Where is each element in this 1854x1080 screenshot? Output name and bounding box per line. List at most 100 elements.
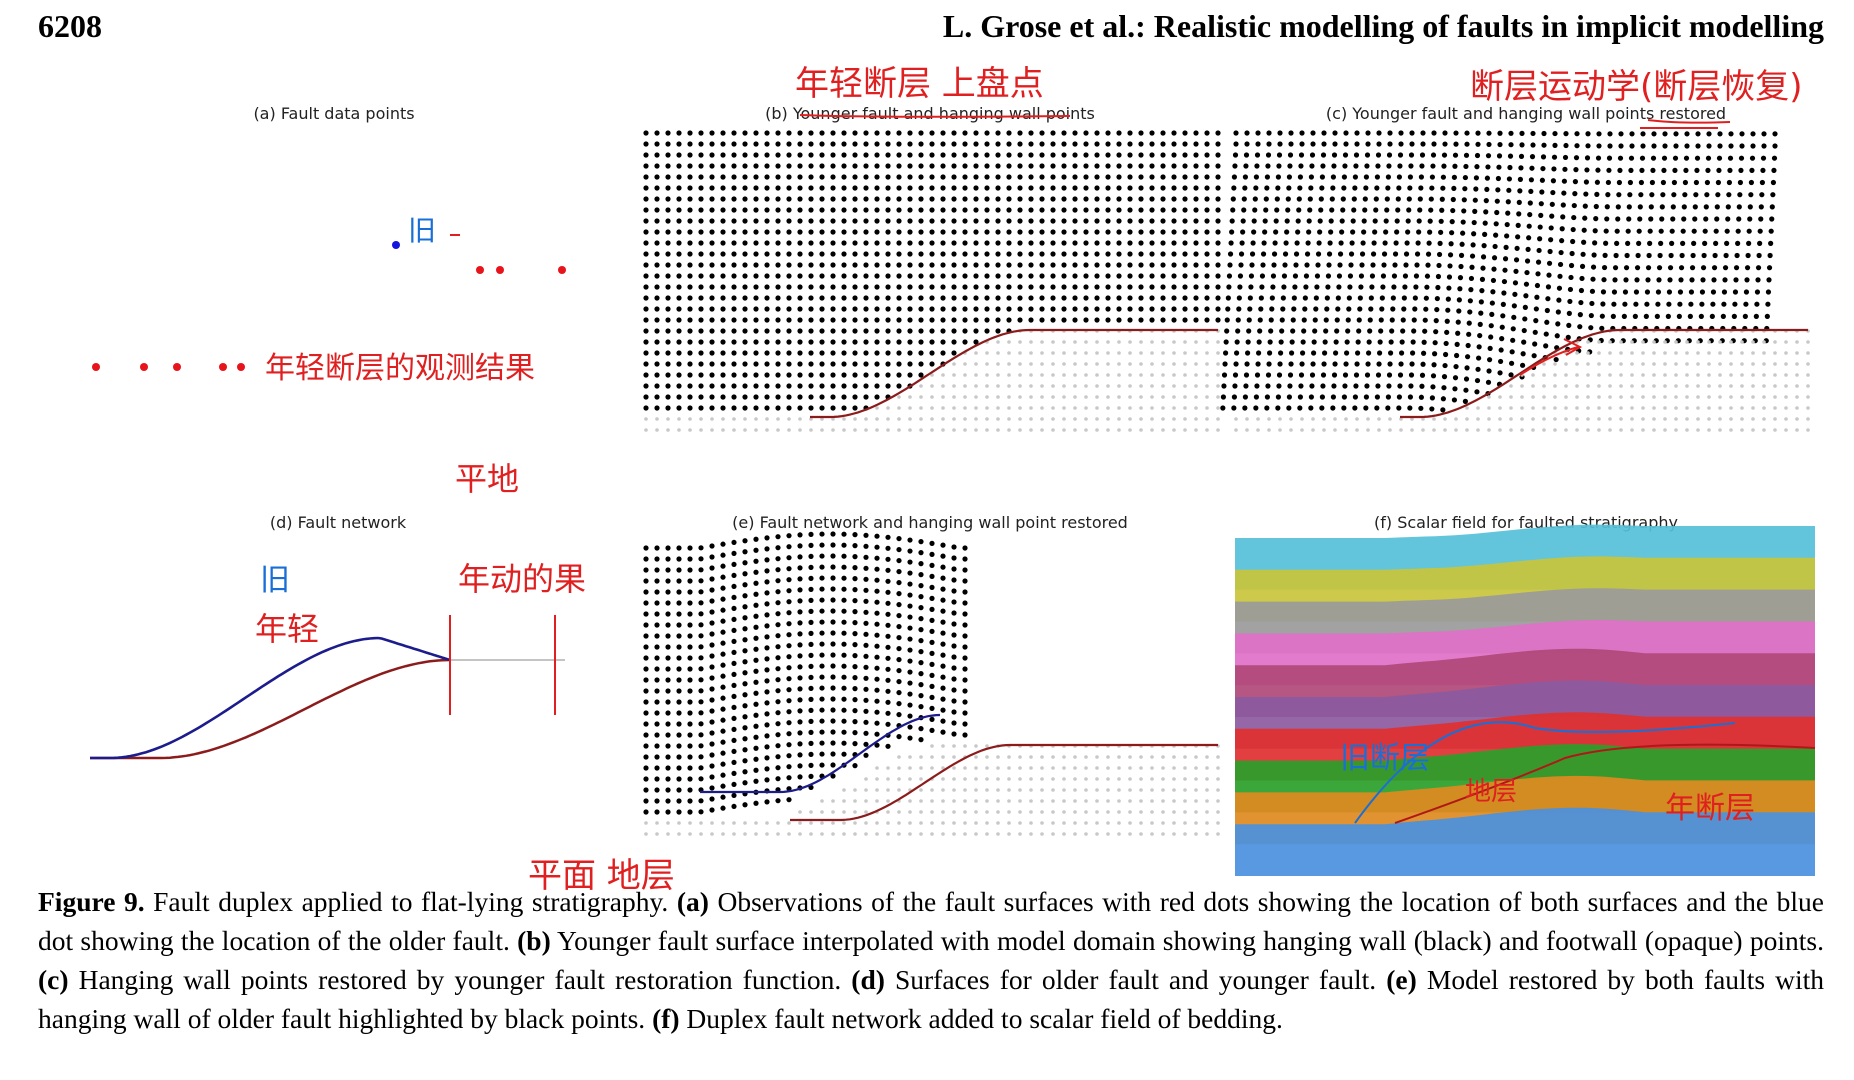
hanging-wall-point xyxy=(852,163,858,169)
hanging-wall-point xyxy=(643,622,649,628)
hanging-wall-point xyxy=(830,586,836,592)
hanging-wall-point xyxy=(951,185,957,191)
footwall-point xyxy=(1205,799,1209,803)
hanging-wall-point xyxy=(1028,218,1034,224)
hanging-wall-point xyxy=(808,718,814,724)
caption-b-text: Younger fault surface interpolated with … xyxy=(550,925,1824,956)
footwall-point xyxy=(1674,362,1678,366)
hanging-wall-point xyxy=(918,649,924,655)
hanging-wall-point xyxy=(698,721,704,727)
hanging-wall-point xyxy=(1572,179,1578,185)
footwall-point xyxy=(1216,340,1220,344)
hanging-wall-point xyxy=(1246,328,1252,334)
hanging-wall-point xyxy=(1287,383,1293,389)
hanging-wall-point xyxy=(1420,130,1426,136)
footwall-point xyxy=(1051,395,1055,399)
hanging-wall-point xyxy=(1204,317,1210,323)
hanging-wall-point xyxy=(1094,141,1100,147)
hanging-wall-point xyxy=(1498,358,1504,365)
hanging-wall-point xyxy=(896,623,902,630)
hanging-wall-point xyxy=(896,700,902,707)
hanging-wall-point xyxy=(1414,251,1421,257)
hanging-wall-point xyxy=(1512,280,1519,286)
hanging-wall-point xyxy=(940,284,946,290)
hanging-wall-point xyxy=(1658,240,1664,246)
hanging-wall-point xyxy=(654,545,660,551)
footwall-point xyxy=(1784,428,1788,432)
footwall-point xyxy=(1183,777,1187,781)
hanging-wall-point xyxy=(654,240,660,246)
footwall-point xyxy=(941,755,945,759)
footwall-point xyxy=(842,810,846,814)
hanging-wall-point xyxy=(1182,185,1188,191)
hanging-wall-point xyxy=(863,653,869,659)
hanging-wall-point xyxy=(742,725,748,731)
hanging-wall-point xyxy=(852,350,858,356)
footwall-point xyxy=(1795,406,1799,410)
hanging-wall-point xyxy=(852,306,858,312)
hanging-wall-point xyxy=(852,141,858,147)
footwall-point xyxy=(842,832,846,836)
hanging-wall-point xyxy=(1171,207,1177,213)
footwall-point xyxy=(1095,777,1099,781)
footwall-point xyxy=(1139,340,1143,344)
hanging-wall-point xyxy=(786,350,792,356)
footwall-point xyxy=(1172,362,1176,366)
hanging-wall-point xyxy=(1389,317,1395,323)
footwall-point xyxy=(743,821,747,825)
hanging-wall-point xyxy=(709,576,715,582)
hanging-wall-point xyxy=(775,644,781,650)
hanging-wall-point xyxy=(1659,204,1665,210)
hanging-wall-point xyxy=(1485,164,1491,170)
hanging-wall-point xyxy=(1367,328,1373,334)
footwall-point xyxy=(1553,406,1557,410)
hanging-wall-point xyxy=(1572,191,1578,197)
hanging-wall-point xyxy=(676,600,682,606)
hanging-wall-point xyxy=(1550,189,1556,196)
hanging-wall-point xyxy=(786,555,792,561)
hanging-wall-point xyxy=(1403,262,1409,268)
hanging-wall-point xyxy=(1755,277,1761,283)
hanging-wall-point xyxy=(819,251,825,257)
footwall-point xyxy=(1095,799,1099,803)
footwall-point xyxy=(1106,810,1110,814)
hanging-wall-point xyxy=(1578,287,1585,294)
hanging-wall-point xyxy=(1639,155,1646,161)
hanging-wall-point xyxy=(1650,167,1656,173)
hanging-wall-point xyxy=(643,152,649,158)
footwall-point xyxy=(1062,384,1066,388)
hanging-wall-point xyxy=(1709,313,1715,319)
hanging-wall-point xyxy=(775,141,781,147)
footwall-point xyxy=(886,766,890,770)
hanging-wall-point xyxy=(1127,174,1133,180)
hanging-wall-point xyxy=(1568,262,1575,269)
hanging-wall-point xyxy=(1689,277,1695,283)
footwall-point xyxy=(875,417,879,421)
hanging-wall-point xyxy=(1722,277,1728,283)
hanging-wall-point xyxy=(742,714,748,720)
hanging-wall-point xyxy=(1476,355,1482,361)
hanging-wall-point xyxy=(786,273,792,279)
hanging-wall-point xyxy=(907,306,913,312)
hanging-wall-point xyxy=(643,721,649,727)
hanging-wall-point xyxy=(786,544,792,550)
hanging-wall-point xyxy=(841,685,847,691)
hanging-wall-point xyxy=(841,575,847,581)
hanging-wall-point xyxy=(1483,198,1489,204)
hanging-wall-point xyxy=(1072,262,1078,268)
hanging-wall-point xyxy=(742,538,748,544)
hanging-wall-point xyxy=(643,405,649,411)
hanging-wall-point xyxy=(808,696,814,702)
footwall-point xyxy=(1029,340,1033,344)
hanging-wall-point xyxy=(808,553,814,559)
footwall-point xyxy=(1740,362,1744,366)
hanging-wall-point xyxy=(698,809,704,815)
footwall-point xyxy=(1084,788,1088,792)
hanging-wall-point xyxy=(1309,163,1315,169)
hanging-wall-point xyxy=(797,284,803,290)
hanging-wall-point xyxy=(1584,155,1591,161)
footwall-point xyxy=(1751,406,1755,410)
hanging-wall-point xyxy=(687,174,693,180)
hanging-wall-point xyxy=(698,350,704,356)
hanging-wall-point xyxy=(808,630,814,636)
